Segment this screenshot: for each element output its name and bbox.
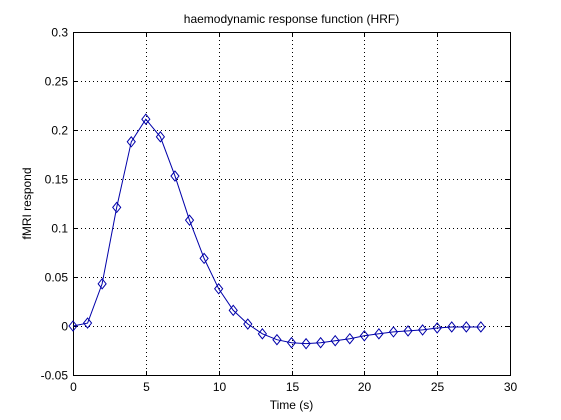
y-tick-label: -0.05 <box>41 369 69 383</box>
series-line <box>72 118 481 345</box>
y-tick-label: 0.3 <box>51 26 68 40</box>
data-point-marker <box>461 321 471 333</box>
data-point-marker <box>126 135 136 148</box>
data-point-marker <box>315 336 326 349</box>
data-point-marker <box>243 318 253 330</box>
y-axis-label: fMRI respond <box>20 167 34 239</box>
x-tick-label: 20 <box>358 380 372 394</box>
data-point-marker <box>388 326 399 338</box>
data-point-marker <box>170 170 180 182</box>
x-tick-label: 25 <box>431 380 445 394</box>
data-point-marker <box>214 282 224 295</box>
data-point-marker <box>403 325 413 337</box>
data-point-marker <box>97 278 107 290</box>
data-point-marker <box>272 333 282 346</box>
data-point-marker <box>112 201 122 214</box>
y-tick-label: 0.05 <box>45 271 69 285</box>
data-point-marker <box>301 337 311 350</box>
data-point-marker <box>68 320 78 332</box>
x-axis-label: Time (s) <box>270 398 314 412</box>
data-point-marker <box>141 113 151 126</box>
data-point-marker <box>345 332 355 345</box>
y-tick-label: 0.25 <box>45 75 69 89</box>
series-layer <box>68 113 486 350</box>
data-point-marker <box>417 324 428 336</box>
data-point-marker <box>447 321 457 333</box>
x-tick-label: 10 <box>213 380 227 394</box>
data-point-marker <box>82 317 93 329</box>
x-tick-label: 15 <box>286 380 300 394</box>
x-tick-label: 30 <box>504 380 518 394</box>
data-point-marker <box>476 321 486 333</box>
data-point-marker <box>432 322 442 334</box>
data-point-marker <box>155 131 166 143</box>
data-point-marker <box>359 329 369 342</box>
y-tick-label: 0.2 <box>51 124 68 138</box>
data-point-marker <box>330 334 340 347</box>
y-tick-label: 0.1 <box>51 222 68 236</box>
data-point-marker <box>286 336 297 349</box>
y-tick-label: 0.15 <box>45 173 69 187</box>
x-tick-label: 5 <box>143 380 150 394</box>
chart-title: haemodynamic response function (HRF) <box>184 12 399 26</box>
data-point-marker <box>257 328 268 340</box>
y-tick-label: 0 <box>61 320 68 334</box>
data-point-marker <box>199 252 209 265</box>
data-point-marker <box>374 328 384 340</box>
grid-layer <box>73 32 510 375</box>
data-point-marker <box>184 214 195 226</box>
data-point-marker <box>228 304 238 317</box>
x-tick-label: 0 <box>70 380 77 394</box>
